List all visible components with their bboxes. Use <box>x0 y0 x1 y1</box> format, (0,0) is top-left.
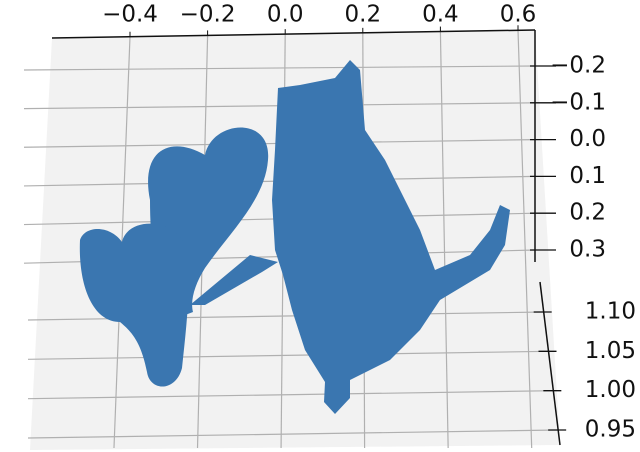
y-tick-label: −0.1 <box>550 89 606 115</box>
point-cloud <box>79 60 510 414</box>
grid-line <box>439 31 449 449</box>
grid-line <box>517 30 533 449</box>
x-tick-label: 0.4 <box>422 2 459 28</box>
x-axis <box>51 29 536 39</box>
paw-bottom <box>79 223 189 387</box>
axes: −0.4 −0.2 0.0 0.2 0.4 0.6 −0.2 −0.1 0.0 0.1 0.2 0.3… <box>51 2 636 446</box>
connector <box>190 255 278 305</box>
z-axis <box>539 281 561 446</box>
grid-line <box>23 65 536 71</box>
y-tick-label: 0.1 <box>569 163 606 189</box>
x-tick-label: −0.4 <box>102 2 158 28</box>
x-tick-label: 0.0 <box>267 2 304 28</box>
z-tick-label: 1.00 <box>585 377 636 403</box>
x-tick-label: 0.6 <box>500 2 537 28</box>
x-tick-label: 0.2 <box>345 2 382 28</box>
z-tick-label: 1.05 <box>585 338 636 364</box>
y-tick-label: 0.2 <box>569 200 606 226</box>
cat-body <box>272 60 510 414</box>
z-tick-label: 0.95 <box>585 417 636 443</box>
y-tick-label: 0.0 <box>569 126 606 152</box>
grid-line <box>27 429 559 439</box>
grid-line <box>27 390 554 400</box>
x-tick-label: −0.2 <box>180 2 236 28</box>
z-tick-label: 1.10 <box>585 299 636 325</box>
grid-line <box>27 350 549 360</box>
y-tick-label: −0.2 <box>550 53 606 79</box>
y-tick-label: 0.3 <box>569 237 606 263</box>
